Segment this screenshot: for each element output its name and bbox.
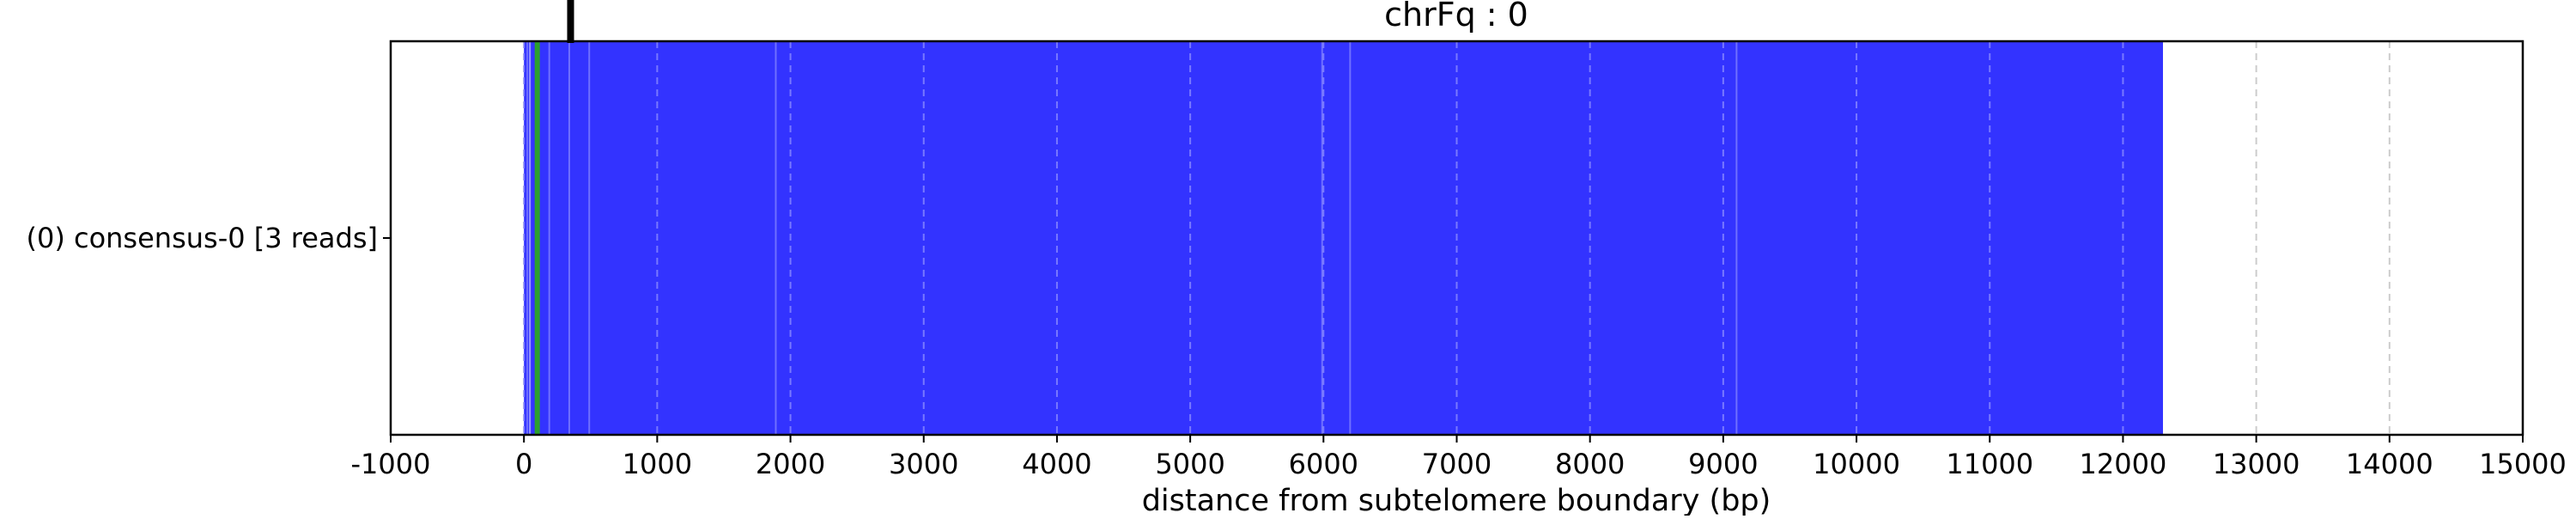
x-tick-label: 15000 bbox=[2479, 448, 2567, 480]
bar-stripe bbox=[526, 41, 529, 435]
x-tick-label: 9000 bbox=[1688, 448, 1758, 480]
bar-stripe bbox=[529, 41, 532, 435]
x-tick-label: 7000 bbox=[1422, 448, 1492, 480]
x-tick-label: -1000 bbox=[351, 448, 431, 480]
x-tick-label: 2000 bbox=[756, 448, 825, 480]
x-tick-label: 13000 bbox=[2213, 448, 2300, 480]
read-bar bbox=[524, 41, 2163, 435]
marker-layer bbox=[567, 0, 574, 43]
x-tick-label: 12000 bbox=[2080, 448, 2167, 480]
x-tick-label: 1000 bbox=[623, 448, 692, 480]
x-tick-label: 3000 bbox=[889, 448, 958, 480]
bar-stripe bbox=[1735, 41, 1738, 435]
x-tick-label: 8000 bbox=[1555, 448, 1625, 480]
bar-stripe bbox=[775, 41, 777, 435]
bar-stripe bbox=[534, 41, 540, 435]
position-marker bbox=[567, 0, 574, 43]
bar-stripe bbox=[568, 41, 570, 435]
bar-layer bbox=[524, 41, 2163, 435]
x-tick-label: 10000 bbox=[1813, 448, 1900, 480]
x-axis-ticks: -1000 0 1000 2000 3000 4000 5000 6000 7000 8000 90… bbox=[351, 435, 2567, 480]
gridline-overlay bbox=[523, 41, 2124, 435]
x-tick-label: 4000 bbox=[1022, 448, 1091, 480]
bar-stripe bbox=[588, 41, 591, 435]
chart-title: chrFq : 0 bbox=[1384, 0, 1528, 34]
x-tick-label: 6000 bbox=[1289, 448, 1358, 480]
x-tick-label: 5000 bbox=[1155, 448, 1224, 480]
x-axis-label: distance from subtelomere boundary (bp) bbox=[1142, 484, 1771, 516]
x-tick-label: 0 bbox=[515, 448, 532, 480]
y-category-label: (0) consensus-0 [3 reads] bbox=[26, 222, 378, 254]
bar-stripe bbox=[1321, 41, 1323, 435]
bar-stripe bbox=[1349, 41, 1352, 435]
y-axis-ticks: (0) consensus-0 [3 reads] bbox=[26, 222, 391, 254]
bar-stripe bbox=[548, 41, 550, 435]
x-tick-label: 14000 bbox=[2346, 448, 2433, 480]
x-tick-label: 11000 bbox=[1946, 448, 2033, 480]
